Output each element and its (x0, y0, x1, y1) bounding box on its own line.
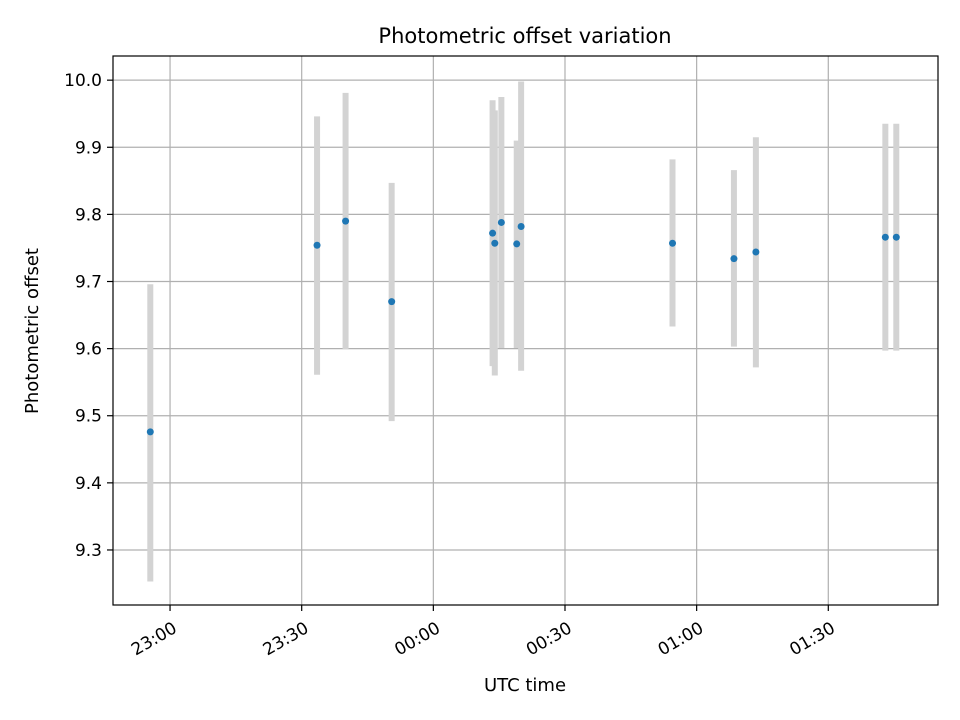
data-point (881, 233, 889, 241)
y-tick-label: 9.5 (75, 407, 102, 427)
chart-title: Photometric offset variation (378, 24, 671, 48)
grid (113, 56, 938, 605)
y-tick-label: 9.9 (75, 138, 102, 158)
y-tick-label: 9.6 (75, 340, 102, 360)
data-point (730, 255, 738, 263)
data-point (892, 233, 900, 241)
y-tick-label: 10.0 (64, 71, 102, 91)
data-point (752, 248, 760, 256)
data-points (146, 217, 900, 436)
y-tick-label: 9.4 (75, 474, 102, 494)
x-axis-title: UTC time (484, 675, 566, 696)
data-point (489, 229, 497, 237)
plot-frame (112, 55, 939, 606)
data-point (517, 222, 525, 230)
y-tick-label: 9.8 (75, 205, 102, 225)
data-point (313, 241, 321, 249)
data-point (388, 298, 396, 306)
y-axis-title: Photometric offset (22, 248, 43, 414)
data-point (669, 239, 677, 247)
data-point (497, 218, 505, 226)
data-point (491, 239, 499, 247)
data-point (146, 428, 154, 436)
y-tick-label: 9.3 (75, 541, 102, 561)
data-point (342, 217, 350, 225)
data-point (513, 240, 521, 248)
y-tick-label: 9.7 (75, 273, 102, 293)
